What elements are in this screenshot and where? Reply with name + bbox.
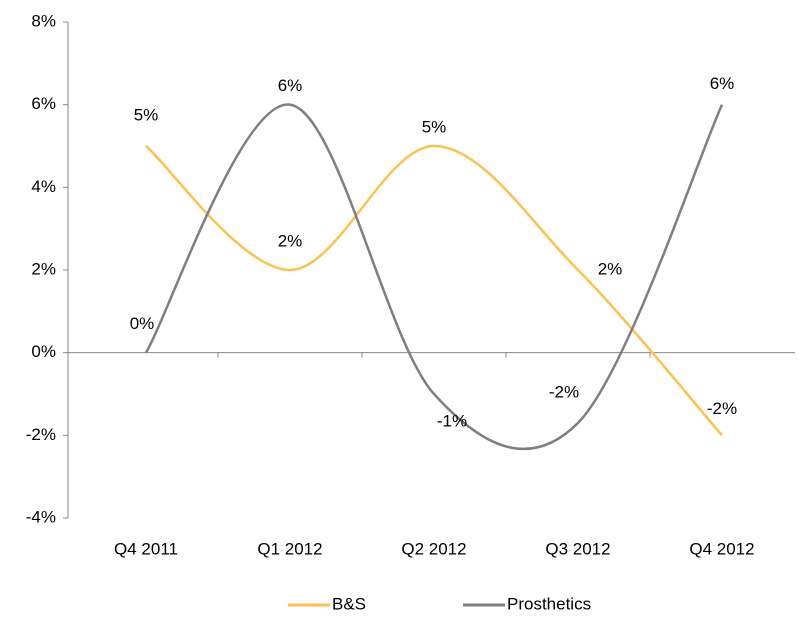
data-label: -2% [707, 399, 737, 418]
x-tick-label: Q1 2012 [257, 539, 322, 558]
data-label: 2% [278, 231, 303, 250]
legend-label: Prosthetics [507, 594, 591, 613]
x-tick-label: Q3 2012 [545, 539, 610, 558]
x-tick-label: Q4 2012 [689, 539, 754, 558]
data-label: 0% [130, 314, 155, 333]
data-label: 5% [422, 117, 447, 136]
data-label: 6% [710, 74, 735, 93]
x-tick-label: Q4 2011 [114, 539, 178, 558]
y-tick-label: -2% [26, 425, 56, 444]
y-tick-label: -4% [26, 507, 56, 526]
y-tick-label: 0% [31, 342, 56, 361]
y-tick-label: 2% [31, 259, 56, 278]
y-tick-label: 4% [31, 177, 56, 196]
data-label: 5% [134, 105, 159, 124]
data-label: 6% [278, 76, 303, 95]
data-label: -2% [549, 382, 579, 401]
series-line [145, 144, 723, 437]
series-line [144, 103, 724, 451]
legend-label: B&S [332, 594, 366, 613]
y-tick-label: 8% [31, 11, 56, 30]
data-label: 2% [598, 259, 623, 278]
x-tick-label: Q2 2012 [401, 539, 466, 558]
data-label: -1% [437, 411, 467, 430]
y-tick-label: 6% [31, 94, 56, 113]
